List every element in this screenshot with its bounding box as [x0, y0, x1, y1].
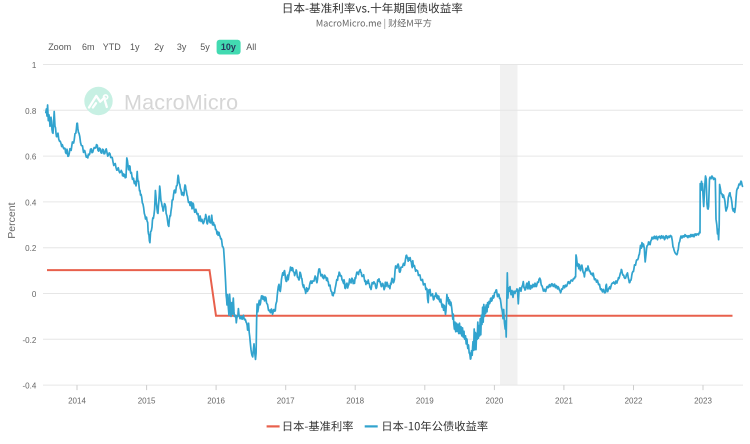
svg-text:3y: 3y	[177, 42, 187, 52]
svg-text:Percent: Percent	[6, 202, 18, 238]
svg-text:YTD: YTD	[103, 42, 122, 52]
svg-text:2020: 2020	[486, 397, 504, 406]
svg-text:0.4: 0.4	[25, 198, 37, 207]
svg-text:0.6: 0.6	[25, 153, 37, 162]
svg-text:2016: 2016	[207, 397, 225, 406]
svg-text:2015: 2015	[138, 397, 156, 406]
svg-text:2022: 2022	[625, 397, 643, 406]
svg-text:2018: 2018	[346, 397, 364, 406]
svg-text:MacroMicro: MacroMicro	[124, 91, 238, 115]
svg-text:Zoom: Zoom	[48, 42, 71, 52]
svg-text:0.8: 0.8	[25, 107, 37, 116]
svg-text:-0.4: -0.4	[23, 382, 37, 391]
svg-text:5y: 5y	[200, 42, 210, 52]
svg-text:0.2: 0.2	[25, 244, 37, 253]
svg-text:2023: 2023	[694, 397, 712, 406]
svg-text:-0.2: -0.2	[23, 336, 37, 345]
svg-text:0: 0	[32, 290, 37, 299]
svg-text:1y: 1y	[130, 42, 140, 52]
svg-text:2017: 2017	[277, 397, 295, 406]
svg-text:2y: 2y	[154, 42, 164, 52]
svg-text:2014: 2014	[68, 397, 86, 406]
svg-text:All: All	[246, 42, 256, 52]
svg-text:6m: 6m	[82, 42, 95, 52]
svg-text:10y: 10y	[221, 42, 236, 52]
svg-text:2021: 2021	[555, 397, 573, 406]
svg-text:2019: 2019	[416, 397, 434, 406]
svg-text:1: 1	[32, 61, 37, 70]
